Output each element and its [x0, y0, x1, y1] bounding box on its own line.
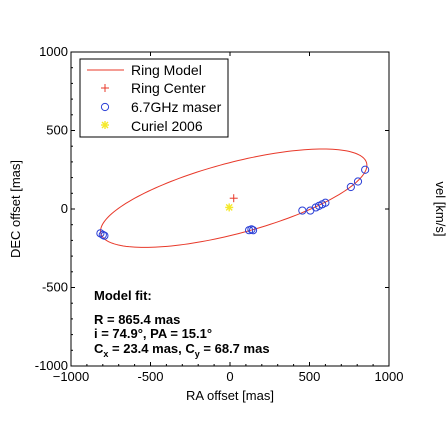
x-tick-label: −1000 [53, 369, 90, 384]
y-tick-label: 500 [46, 123, 68, 138]
y-tick-label: -500 [42, 280, 68, 295]
annotation-cx-value: = 23.4 mas, [108, 341, 185, 356]
maser-point [247, 225, 256, 234]
maser-point [96, 229, 105, 238]
annotation-line-1: R = 865.4 mas [94, 312, 180, 327]
maser-point [353, 177, 363, 186]
x-tick-label: 1000 [375, 369, 404, 384]
legend-swatch-curiel [101, 121, 109, 129]
x-tick-label: 500 [299, 369, 321, 384]
annotation-cx-prefix: C [94, 341, 104, 356]
maser-point [321, 198, 330, 207]
maser-point [361, 165, 370, 174]
y-tick-label: 1000 [39, 44, 68, 59]
annotation-cx-sub: x [103, 349, 108, 359]
legend-swatch-ring-center [101, 84, 109, 92]
legend: Ring Model Ring Center 6.7GHz maser Curi… [79, 58, 229, 138]
model-fit-annotation: Model fit: R = 865.4 mas i = 74.9°, PA =… [94, 288, 270, 359]
annotation-cy-prefix: C [185, 341, 195, 356]
legend-label-ring-model: Ring Model [131, 62, 202, 78]
legend-label-ring-center: Ring Center [131, 80, 206, 96]
ring-center-marker [229, 194, 238, 203]
legend-label-curiel: Curiel 2006 [131, 118, 203, 134]
maser-point [298, 206, 307, 215]
legend-swatch-maser [100, 102, 110, 112]
right-axis-label: vel [km/s] [433, 182, 447, 237]
annotation-line-2: i = 74.9°, PA = 15.1° [94, 326, 212, 341]
maser-point [346, 182, 355, 192]
x-tick-label: -500 [137, 369, 163, 384]
maser-point [248, 226, 258, 235]
annotation-heading: Model fit: [94, 288, 152, 303]
annotation-line-3: Cx = 23.4 mas, Cy = 68.7 mas [94, 341, 270, 359]
x-tick-label: 0 [226, 369, 233, 384]
y-tick-label: -1000 [35, 358, 68, 373]
annotation-cy-sub: y [195, 349, 200, 359]
x-axis-label: RA offset [mas] [186, 388, 274, 403]
annotation-cy-value: = 68.7 mas [200, 341, 270, 356]
maser-point [100, 231, 109, 240]
curiel-2006-marker [225, 203, 234, 212]
y-tick-label: 0 [61, 201, 68, 216]
y-axis-label: DEC offset [mas] [8, 160, 23, 258]
maser-point [98, 230, 107, 240]
legend-label-maser: 6.7GHz maser [131, 99, 222, 115]
